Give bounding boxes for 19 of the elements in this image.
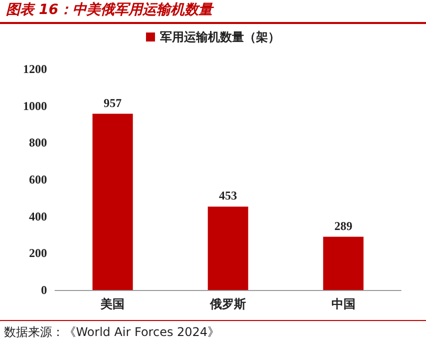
x-tick-label: 俄罗斯 [209,297,246,311]
x-tick-label: 美国 [100,297,125,311]
bar [323,236,364,290]
data-label: 453 [219,188,237,203]
x-tick-label: 中国 [331,297,356,311]
y-tick-label: 0 [41,283,47,297]
bar [92,114,133,290]
y-tick-label: 400 [29,209,47,224]
y-tick-label: 200 [29,246,47,260]
legend-label: 军用运输机数量（架） [160,30,280,44]
y-tick-label: 600 [29,172,47,186]
data-label: 289 [334,218,352,233]
y-tick-label: 1200 [23,62,47,76]
chart-title: 图表 16：中美俄军用运输机数量 [0,0,426,24]
source-note: 数据来源：《World Air Forces 2024》 [4,325,220,339]
y-tick-label: 800 [29,136,47,150]
data-label: 957 [104,96,122,110]
bar [208,206,248,290]
y-tick-label: 1000 [23,98,47,113]
